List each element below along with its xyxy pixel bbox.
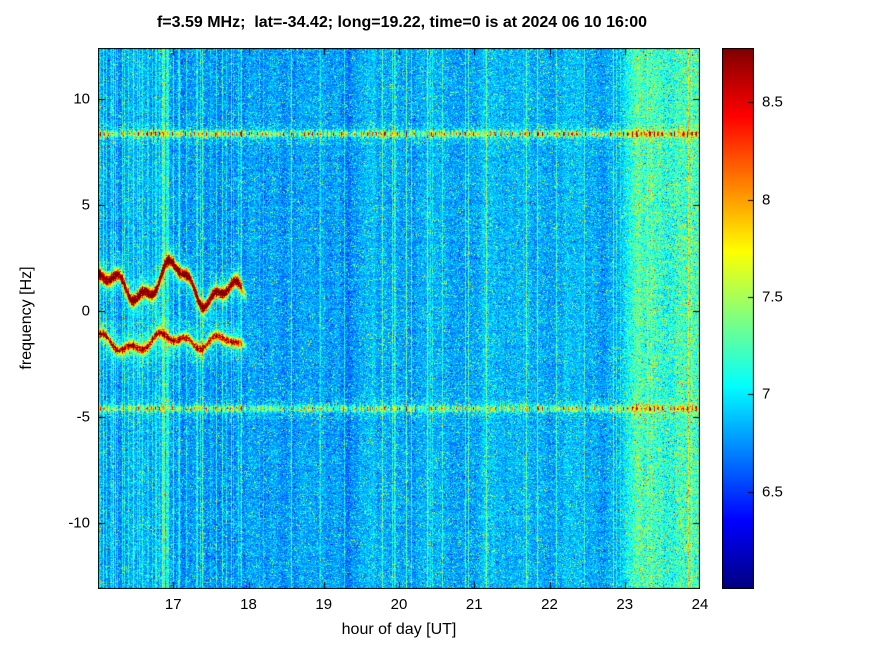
x-tick-label: 17 xyxy=(164,596,182,613)
colorbar-tick-label: 7.5 xyxy=(762,288,783,306)
plot-title: f=3.59 MHz; lat=-34.42; long=19.22, time… xyxy=(156,14,648,31)
x-axis-label: hour of day [UT] xyxy=(341,621,457,638)
colorbar-tick-label: 7 xyxy=(762,385,771,403)
y-tick-label: 5 xyxy=(81,196,90,214)
colorbar-tick-label: 8.5 xyxy=(762,93,783,111)
colorbar-tick-label: 8 xyxy=(762,191,771,209)
x-tick-label: 23 xyxy=(616,596,634,613)
colorbar-canvas xyxy=(722,48,754,589)
y-tick-label: 0 xyxy=(81,302,90,320)
x-tick-label: 21 xyxy=(465,596,483,613)
x-tick-label: 19 xyxy=(315,596,333,613)
y-tick-label: -10 xyxy=(68,514,90,532)
spectrogram-canvas xyxy=(98,48,700,589)
y-axis-label: frequency [Hz] xyxy=(18,266,35,370)
y-tick-label: -5 xyxy=(76,408,90,426)
y-tick-label: 10 xyxy=(73,90,90,108)
colorbar-tick-label: 6.5 xyxy=(762,483,783,501)
x-tick-label: 22 xyxy=(541,596,558,613)
x-tick-label: 24 xyxy=(691,596,709,613)
x-tick-label: 18 xyxy=(240,596,257,613)
x-tick-label: 20 xyxy=(390,596,408,613)
